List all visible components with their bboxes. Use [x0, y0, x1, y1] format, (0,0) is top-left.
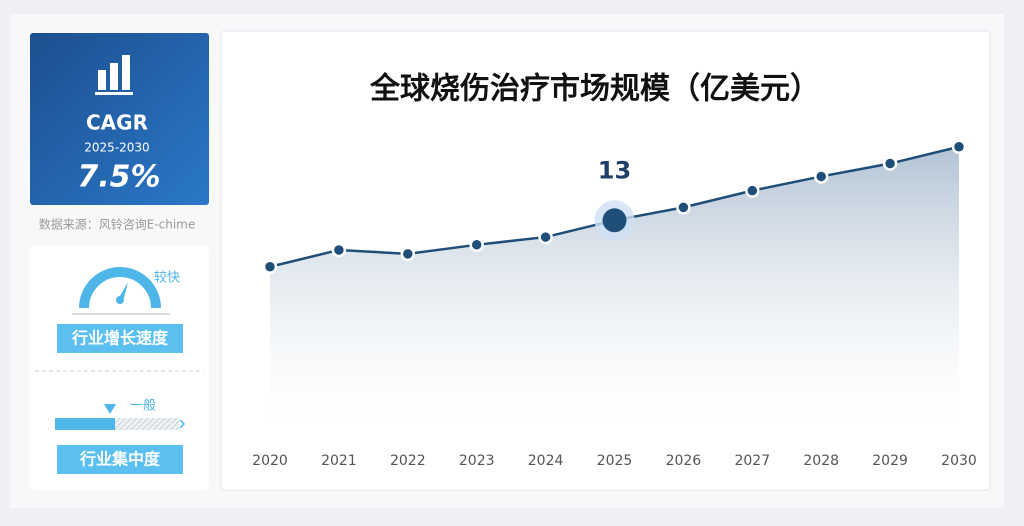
- x-tick-label: 2020: [252, 453, 288, 469]
- point: [400, 246, 416, 262]
- marker: [104, 404, 116, 414]
- source: 数据来源：风铃咨询E-chime: [39, 217, 196, 232]
- x-tick-label: 2027: [734, 453, 770, 469]
- area: [270, 146, 959, 425]
- x-tick-label: 2022: [390, 453, 426, 469]
- bar-icon: [95, 55, 133, 95]
- concentration-level: 一般: [130, 398, 156, 414]
- x-tick-label: 2023: [459, 453, 495, 469]
- growth-box: [57, 324, 183, 353]
- point: [882, 156, 898, 171]
- point: [469, 237, 484, 253]
- point: [331, 242, 347, 258]
- growth-level: 较快: [154, 271, 180, 286]
- x-tick-label: 2028: [803, 453, 839, 469]
- x-tick-label: 2024: [528, 453, 564, 469]
- cagr-value: 7.5%: [77, 160, 160, 195]
- point: [262, 259, 278, 274]
- point: [676, 200, 691, 215]
- growth-title: 行业增长速度: [71, 329, 169, 348]
- x-tick-label: 2030: [941, 453, 977, 469]
- x-tick-label: 2029: [872, 453, 908, 469]
- concentration-box: [57, 445, 183, 474]
- chart-title: 全球烧伤治疗市场规模（亿美元）: [369, 72, 820, 107]
- concentration-title: 行业集中度: [79, 450, 161, 469]
- point: [951, 139, 967, 155]
- cagr-card: [30, 33, 209, 205]
- scale-fill: [55, 418, 115, 430]
- plot: 2020 2021 2022 2023 2024 13 2025 2026 2027 2028 20…: [252, 139, 977, 469]
- point: [813, 169, 829, 184]
- x-tick-label: 2025: [597, 453, 633, 469]
- point: [745, 183, 760, 198]
- x-tick-label: 2026: [666, 453, 702, 469]
- cagr-label: CAGR: [86, 111, 148, 135]
- point: [538, 229, 553, 245]
- scale-arrow: [179, 419, 186, 429]
- highlight-point: [602, 208, 627, 233]
- data-label: 13: [598, 156, 631, 184]
- gauge-icon: [72, 267, 170, 315]
- x-tick-label: 2021: [321, 453, 357, 469]
- scale-rest: [115, 418, 179, 430]
- cagr-period: 2025-2030: [84, 141, 149, 155]
